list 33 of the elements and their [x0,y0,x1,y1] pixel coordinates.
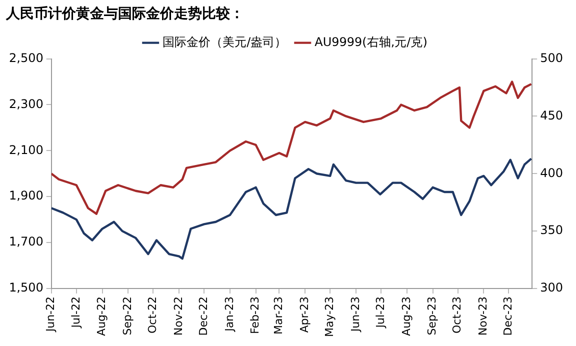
y-tick-label: 1,500 [8,280,44,295]
x-tick-label: Feb-23 [248,296,262,334]
y-tick-label: 1,700 [8,234,44,249]
x-tick-label: Nov-23 [476,296,490,336]
x-tick-label: Mar-23 [272,296,286,335]
legend-label: AU9999(右轴,元/克) [314,34,428,49]
x-tick-label: Jan-23 [222,296,236,332]
y-tick-label: 1,900 [8,188,44,203]
x-tick-label: Sep-23 [426,296,439,336]
chart-title: 人民币计价黄金与国际金价走势比较： [5,5,244,22]
y2-tick-label: 400 [540,166,563,180]
y2-tick-label: 500 [540,50,563,65]
x-tick-label: Nov-22 [172,296,185,336]
y2-tick-label: 300 [540,280,563,295]
x-tick-label: Jun-23 [348,296,362,333]
y2-tick-label: 350 [540,223,563,238]
y-tick-label: 2,100 [8,142,44,157]
y-tick-label: 2,500 [8,50,44,65]
x-tick-label: Oct-23 [450,296,464,334]
x-tick-label: Jul-23 [374,296,387,329]
x-tick-label: Jun-22 [44,296,58,333]
x-tick-label: Jul-22 [69,296,82,329]
y-tick-label: 2,300 [8,96,44,111]
x-tick-label: Aug-22 [95,296,108,336]
legend-label: 国际金价（美元/盎司） [162,34,287,49]
x-tick-label: Oct-22 [146,296,160,334]
y2-tick-label: 450 [540,108,563,122]
x-tick-label: Aug-23 [400,296,413,336]
x-tick-label: May-23 [322,296,336,337]
x-tick-label: Apr-23 [298,296,311,333]
x-tick-label: Sep-22 [121,296,134,336]
x-tick-label: Dec-22 [196,296,210,336]
x-tick-label: Dec-23 [502,296,515,336]
